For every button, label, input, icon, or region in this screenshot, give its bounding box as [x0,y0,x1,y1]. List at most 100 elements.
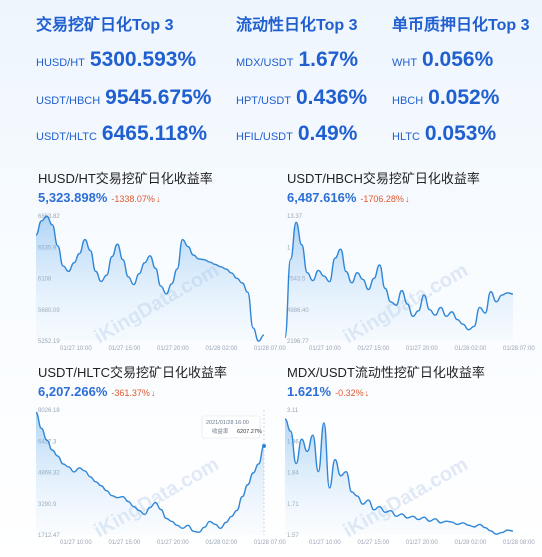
series-line [284,418,514,535]
ranking-row: HLTC 0.053% [392,122,496,146]
chart-current-value: 6,207.266% -361.37%↓ [38,384,155,399]
chart-panel-usdt-hbch: USDT/HBCH交易挖矿日化收益率 6,487.616% -1706.28%↓ … [284,168,542,358]
x-tick-label: 01/28 02:00 [455,540,487,546]
chart-current-value: 5,323.898% -1338.07%↓ [38,190,160,205]
chart-svg[interactable]: iKingData.com8026.186427.34869.323290.91… [35,402,286,552]
chart-svg[interactable]: iKingData.com6863.826535.961085680.09525… [35,208,286,358]
ranking-pair: HUSD/HT [36,57,85,69]
ranking-row: HBCH 0.052% [392,86,499,110]
ranking-row: USDT/HBCH 9545.675% [36,86,211,110]
x-tick-label: 01/28 02:00 [455,346,487,352]
chart-title: MDX/USDT流动性挖矿日化收益率 [287,365,485,380]
chart-title: USDT/HBCH交易挖矿日化收益率 [287,171,480,186]
series-area [36,412,264,535]
y-tick-label: 1 [287,245,291,251]
ranking-value: 0.436% [296,86,368,109]
x-tick-label: 01/28 07:00 [503,346,535,352]
y-tick-label: 1.57 [287,533,299,539]
x-tick-label: 01/27 10:00 [309,540,341,546]
change-text: -361.37% [111,388,150,398]
rankings-section: 交易挖矿日化Top 3 HUSD/HT 5300.593% USDT/HBCH 95… [0,0,542,155]
down-arrow-icon: ↓ [155,194,161,204]
tooltip-time: 2021/01/28 16:00 [206,420,249,426]
series-area [285,222,513,341]
change-badge: -361.37%↓ [111,388,155,398]
down-arrow-icon: ↓ [150,388,156,398]
series-area [36,216,264,342]
x-tick-label: 01/27 20:00 [406,346,438,352]
chart-panel-usdt-hltc: USDT/HLTC交易挖矿日化收益率 6,207.266% -361.37%↓ i… [35,362,298,552]
tooltip-value: 6207.27% [237,429,262,435]
ranking-value: 0.053% [424,122,497,145]
current-value-text: 6,207.266% [38,384,108,399]
ranking-pair: HBCH [392,95,424,107]
down-arrow-icon: ↓ [364,388,370,398]
y-tick-label: 8026.18 [38,408,60,414]
chart-current-value: 1.621% -0.32%↓ [287,384,369,399]
ranking-row: USDT/HLTC 6465.118% [36,122,207,146]
series-line [35,411,265,533]
tooltip-box [201,415,261,439]
ranking-pair: USDT/HBCH [36,95,101,107]
ranking-title: 流动性日化Top 3 [236,17,358,34]
chart-panel-mdx-usdt: MDX/USDT流动性挖矿日化收益率 1.621% -0.32%↓ iKingDa… [284,362,542,552]
x-tick-label: 01/27 10:00 [309,346,341,352]
ranking-title: 交易挖矿日化Top 3 [36,17,174,34]
current-value-text: 5,323.898% [38,190,108,205]
change-badge: -1338.07%↓ [111,194,160,204]
ranking-pair: HPT/USDT [236,95,291,107]
ranking-value: 0.49% [297,122,358,145]
ranking-pair: HFIL/USDT [236,131,293,143]
series-area [285,418,513,535]
ranking-pair: HLTC [392,131,420,143]
down-arrow-icon: ↓ [404,194,410,204]
y-tick-label: 13.37 [287,214,303,220]
series-line [35,215,265,342]
change-badge: -1706.28%↓ [360,194,409,204]
x-tick-label: 01/27 15:00 [109,540,141,546]
x-tick-label: 01/27 15:00 [358,540,390,546]
ranking-value: 9545.675% [105,86,212,109]
current-value-text: 1.621% [287,384,332,399]
ranking-value: 6465.118% [101,122,208,145]
ranking-pair: MDX/USDT [236,57,294,69]
chart-svg[interactable]: iKingData.com13.3717543.54986.402196.770… [284,208,535,358]
ranking-value: 0.056% [422,48,494,71]
ranking-value: 5300.593% [89,48,197,71]
ranking-row: HUSD/HT 5300.593% [36,48,196,72]
x-tick-label: 01/28 02:00 [206,346,238,352]
y-tick-label: 2196.77 [287,339,309,345]
chart-current-value: 6,487.616% -1706.28%↓ [287,190,409,205]
ranking-title: 单币质押日化Top 3 [392,17,530,34]
x-tick-label: 01/27 20:00 [157,540,189,546]
ranking-pair: USDT/HLTC [36,131,97,143]
ranking-row: HFIL/USDT 0.49% [236,122,357,146]
y-tick-label: 1712.47 [38,533,60,539]
x-tick-label: 01/28 07:00 [254,346,286,352]
x-tick-label: 01/27 15:00 [109,346,141,352]
ranking-row: HPT/USDT 0.436% [236,86,367,110]
x-tick-label: 01/27 10:00 [60,540,92,546]
change-badge: -0.32%↓ [335,388,369,398]
change-text: -0.32% [335,388,364,398]
x-tick-label: 01/27 20:00 [406,540,438,546]
x-tick-label: 01/28 02:00 [206,540,238,546]
change-text: -1706.28% [360,194,404,204]
current-value-text: 6,487.616% [287,190,357,205]
x-tick-label: 01/27 20:00 [157,346,189,352]
change-text: -1338.07% [111,194,155,204]
ranking-value: 0.052% [428,86,500,109]
x-tick-label: 01/28 07:00 [254,540,286,546]
chart-panel-husd-ht: HUSD/HT交易挖矿日化收益率 5,323.898%-1338.07%↓ iK… [35,168,298,358]
series-line [284,221,514,339]
y-tick-label: 5252.19 [38,339,60,345]
tooltip-point [262,444,266,449]
y-tick-label: 3.11 [287,408,299,414]
y-tick-label: 6863.82 [38,214,60,220]
tooltip-label: 收益率 [212,427,229,435]
x-tick-label: 01/27 15:00 [358,346,390,352]
x-tick-label: 01/28 08:00 [503,540,535,546]
x-tick-label: 01/27 10:00 [60,346,92,352]
chart-title: USDT/HLTC交易挖矿日化收益率 [38,365,227,380]
